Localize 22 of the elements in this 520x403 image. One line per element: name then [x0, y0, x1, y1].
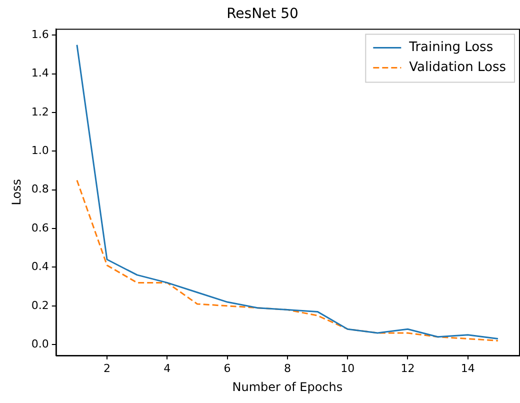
x-tick-label: 8: [284, 362, 291, 375]
y-tick-label: 1.0: [31, 144, 49, 158]
x-tick-label: 14: [460, 362, 475, 375]
x-tick-label: 10: [340, 362, 355, 375]
y-tick-label: 1.2: [31, 105, 49, 118]
y-tick-label: 0.0: [31, 337, 49, 350]
y-tick-label: 1.6: [31, 28, 49, 42]
legend-label: Training Loss: [408, 40, 494, 56]
y-tick-label: 0.2: [31, 298, 49, 312]
x-tick-label: 2: [104, 362, 111, 375]
x-tick-label: 4: [164, 362, 171, 375]
x-tick-label: 12: [400, 362, 415, 375]
chart-title: ResNet 50: [226, 6, 298, 22]
x-tick-label: 6: [224, 362, 231, 375]
line-series: [76, 179, 499, 342]
y-tick-label: 0.6: [31, 221, 49, 234]
y-tick-label: 1.4: [31, 66, 49, 80]
y-tick-label: 0.8: [31, 182, 49, 196]
y-tick-label: 0.4: [31, 260, 49, 274]
legend-label: Validation Loss: [409, 60, 506, 76]
x-axis-title: Number of Epochs: [232, 380, 343, 394]
y-axis-title: Loss: [9, 178, 24, 206]
